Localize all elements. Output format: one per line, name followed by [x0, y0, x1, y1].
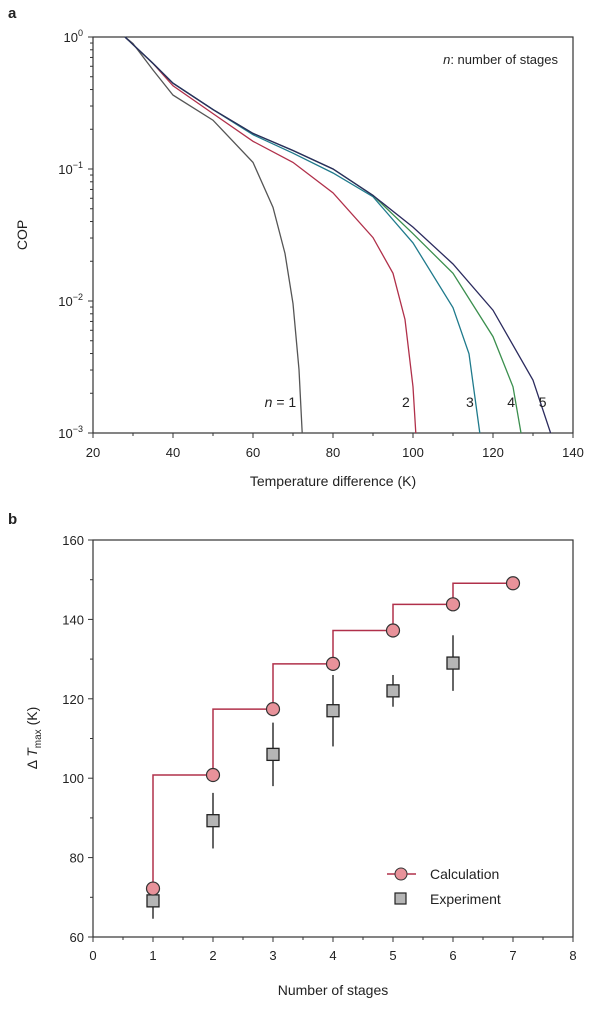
experiment-point — [386, 684, 400, 698]
experiment-point — [446, 656, 460, 670]
x-tick-label-a: 140 — [562, 445, 584, 460]
y-tick-label-b: 100 — [62, 771, 84, 786]
calculation-point — [385, 623, 401, 638]
calculation-point — [145, 881, 161, 896]
x-tick-label-a: 80 — [326, 445, 340, 460]
chart-a: 20 40 60 80 100 120 140 100 10−1 10−2 10−3 n = 1 2 3 4… — [58, 28, 584, 460]
curve-label-n3: 3 — [466, 394, 474, 410]
legend-experiment-marker — [394, 892, 407, 905]
x-tick-label-b: 7 — [509, 948, 516, 963]
chart-b: 0 1 2 3 4 5 6 7 8 60 80 100 120 140 160 — [62, 533, 576, 963]
x-tick-label-b: 0 — [89, 948, 96, 963]
calculation-point — [325, 656, 341, 671]
calculation-point — [205, 767, 221, 783]
x-tick-label-b: 2 — [209, 948, 216, 963]
experiment-point — [266, 747, 280, 762]
curve-n5 — [124, 36, 552, 434]
curve-n4 — [124, 36, 522, 434]
x-axis-label-a: Temperature difference (K) — [250, 473, 416, 489]
experiment-point — [146, 894, 160, 908]
panel-label-a: a — [8, 5, 17, 22]
x-tick-label-a: 100 — [402, 445, 424, 460]
calculation-point — [445, 597, 461, 612]
x-tick-label-b: 1 — [149, 948, 156, 963]
panel-label-b: b — [8, 511, 17, 528]
y-tick-label-a: 10−3 — [58, 424, 83, 441]
curve-label-n1: n = 1 — [265, 394, 297, 410]
y-axis-label-b: Δ Tmax (K) — [24, 707, 44, 770]
x-tick-label-a: 120 — [482, 445, 504, 460]
y-axis-label-a: COP — [14, 220, 30, 250]
legend-b: Calculation Experiment — [387, 866, 501, 907]
curve-n1 — [124, 36, 303, 434]
y-tick-label-b: 160 — [62, 533, 84, 548]
experiment-point — [326, 704, 340, 718]
calculation-point — [265, 702, 281, 717]
x-tick-label-b: 5 — [389, 948, 396, 963]
experiment-point — [206, 814, 220, 828]
x-axis-label-b: Number of stages — [278, 982, 389, 998]
annotation-a: n: number of stages — [443, 52, 558, 67]
legend-calculation-label: Calculation — [430, 866, 499, 882]
x-tick-label-a: 60 — [246, 445, 260, 460]
x-tick-label-b: 8 — [569, 948, 576, 963]
curve-n3 — [124, 36, 481, 434]
calculation-point — [505, 576, 521, 591]
x-tick-label-a: 40 — [166, 445, 180, 460]
y-tick-label-a: 10−1 — [58, 160, 83, 177]
y-tick-label-a: 10−2 — [58, 292, 83, 309]
x-tick-label-b: 3 — [269, 948, 276, 963]
curve-n2 — [124, 36, 417, 434]
y-tick-label-b: 80 — [70, 851, 84, 866]
curve-label-n5: 5 — [539, 394, 547, 410]
plot-frame-a — [92, 36, 574, 434]
x-tick-label-b: 4 — [329, 948, 336, 963]
legend-calculation-marker — [394, 867, 408, 881]
y-tick-label-b: 120 — [62, 692, 84, 707]
y-tick-label-b: 60 — [70, 930, 84, 945]
curve-label-n2: 2 — [402, 394, 410, 410]
y-tick-label-a: 100 — [64, 28, 83, 45]
legend-experiment-label: Experiment — [430, 891, 501, 907]
x-tick-label-a: 20 — [86, 445, 100, 460]
curve-label-n4: 4 — [507, 394, 515, 410]
x-tick-label-b: 6 — [449, 948, 456, 963]
y-tick-label-b: 140 — [62, 612, 84, 627]
